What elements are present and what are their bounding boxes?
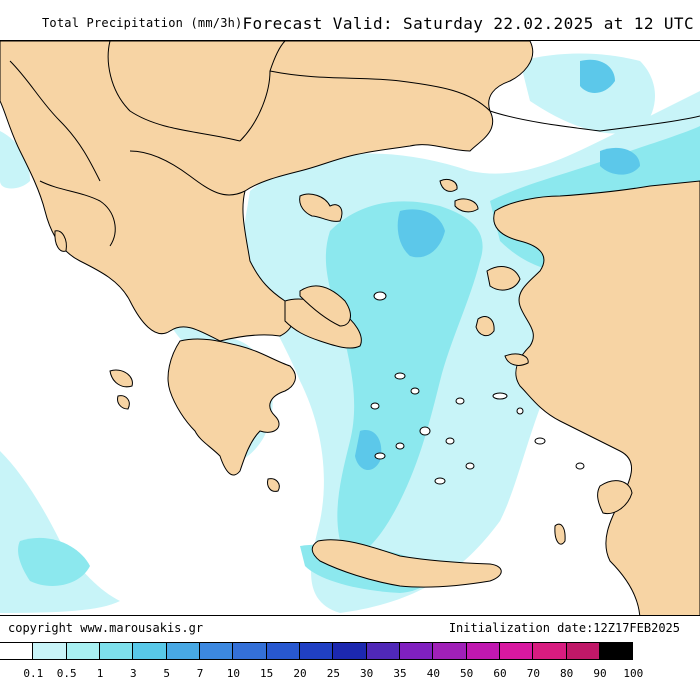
legend-tick-label: 5 xyxy=(163,667,170,680)
legend-tick-label: 70 xyxy=(526,667,540,680)
paros-island xyxy=(395,442,405,450)
legend-swatch xyxy=(398,642,434,660)
patmos-island xyxy=(516,407,524,415)
legend-swatch xyxy=(465,642,500,660)
milos-island xyxy=(374,452,386,460)
samos-island xyxy=(504,353,529,366)
chios-island xyxy=(475,316,495,337)
legend-swatch xyxy=(332,642,367,660)
legend-swatch xyxy=(32,642,67,660)
legend-tick-label: 20 xyxy=(293,667,307,680)
kefalonia-island xyxy=(109,369,133,388)
legend-swatch xyxy=(232,642,267,660)
legend-tick-label: 90 xyxy=(593,667,607,680)
legend-swatch xyxy=(498,642,534,660)
legend-tick-label: 60 xyxy=(493,667,507,680)
legend-swatch xyxy=(165,642,200,660)
legend-tick-label: 0.5 xyxy=(56,667,77,680)
legend-tick-label: 15 xyxy=(260,667,274,680)
zakynthos-island xyxy=(117,395,130,410)
legend-tick-label: 1 xyxy=(96,667,104,680)
legend-swatch xyxy=(298,642,334,660)
legend-swatch xyxy=(432,642,467,660)
map-header: Total Precipitation (mm/3h) Forecast Val… xyxy=(0,0,700,40)
crete-island xyxy=(311,539,502,588)
legend-swatch xyxy=(265,642,300,660)
ikaria-island xyxy=(492,392,508,400)
land-masses xyxy=(0,41,700,615)
legend-tick-label: 50 xyxy=(460,667,474,680)
map-canvas xyxy=(0,41,700,615)
legend-swatches xyxy=(0,642,634,660)
legend-swatch xyxy=(532,642,567,660)
lesvos-island xyxy=(486,266,521,291)
cyclades-islands xyxy=(370,291,585,485)
limnos-island xyxy=(454,198,479,213)
country-borders xyxy=(9,41,700,247)
legend-tick-label: 35 xyxy=(393,667,407,680)
andros-island xyxy=(394,372,406,380)
santorini-island xyxy=(434,477,446,485)
legend-swatch xyxy=(0,642,34,660)
legend-tick-label: 80 xyxy=(560,667,574,680)
legend-tick-label: 30 xyxy=(360,667,374,680)
initialization-date: Initialization date:12Z17FEB2025 xyxy=(448,621,680,635)
copyright-label: copyright www.marousakis.gr xyxy=(8,621,204,635)
chalkidiki-land xyxy=(299,193,343,222)
legend-swatch xyxy=(98,642,134,660)
legend-tick-label: 0.1 xyxy=(23,667,44,680)
naxos-island xyxy=(419,426,431,436)
legend-swatch xyxy=(198,642,234,660)
legend-swatch xyxy=(365,642,400,660)
legend-tick-label: 25 xyxy=(326,667,340,680)
color-legend: 0.1 0.5 1 3 5 7 10 15 20 25 30 35 40 50 60 70 80 90 100 xyxy=(0,641,700,700)
peloponnese-land xyxy=(167,338,296,476)
amorgos-island xyxy=(445,437,455,445)
skyros-island xyxy=(373,291,387,301)
legend-ticks: 0.1 0.5 1 3 5 7 10 15 20 25 30 35 40 50 60 70 80 90 100 xyxy=(0,667,700,687)
legend-tick-label: 10 xyxy=(226,667,240,680)
corfu-island xyxy=(54,230,67,252)
forecast-valid-label: Forecast Valid: Saturday 22.02.2025 at 1… xyxy=(242,14,694,33)
precipitation-map xyxy=(0,40,700,616)
kea-island xyxy=(370,402,380,410)
karpathos-island xyxy=(554,523,566,545)
legend-swatch xyxy=(132,642,167,660)
legend-tick-label: 40 xyxy=(426,667,440,680)
legend-tick-label: 3 xyxy=(130,667,137,680)
thasos-island xyxy=(439,178,458,192)
legend-tick-label: 7 xyxy=(196,667,204,680)
tilos-island xyxy=(575,462,585,470)
legend-swatch xyxy=(65,642,100,660)
legend-swatch xyxy=(598,642,634,660)
astypalea-island xyxy=(465,462,475,470)
map-title: Total Precipitation (mm/3h) xyxy=(42,16,243,30)
legend-swatch xyxy=(565,642,600,660)
kythira-island xyxy=(267,478,280,492)
map-footer: copyright www.marousakis.gr Initializati… xyxy=(0,617,700,641)
kos-island xyxy=(534,437,546,445)
mykonos-island xyxy=(455,397,465,405)
evia-island xyxy=(299,285,351,327)
tinos-island xyxy=(410,387,420,395)
legend-tick-label: 100 xyxy=(623,667,644,680)
rhodes-island xyxy=(597,480,633,515)
